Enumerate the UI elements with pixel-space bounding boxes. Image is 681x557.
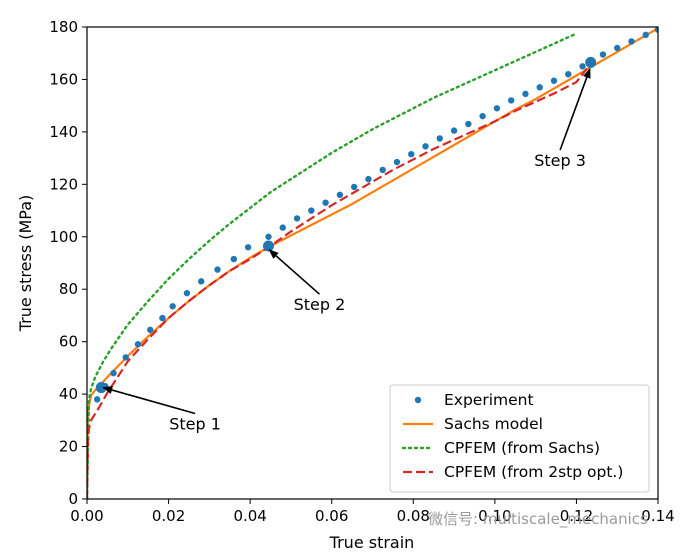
experiment-point	[379, 166, 386, 174]
y-tick-label: 180	[49, 18, 78, 36]
y-axis-label: True stress (MPa)	[16, 195, 35, 333]
experiment-point	[522, 90, 529, 98]
plot-frame	[86, 26, 659, 500]
y-axis-ticks: 0 20 40 60 80 100 120 140 160 180	[49, 18, 87, 508]
experiment-point	[350, 183, 358, 191]
experiment-point	[134, 341, 142, 348]
experiment-point	[214, 266, 221, 273]
y-tick-label: 140	[49, 123, 78, 141]
experiment-point	[169, 303, 176, 310]
annotation-arrow	[268, 249, 321, 295]
experiment-point	[322, 199, 329, 206]
experiment-point	[293, 215, 301, 222]
experiment-point	[536, 84, 543, 91]
series-layer	[87, 27, 658, 499]
experiment-point	[465, 120, 472, 128]
x-tick-label: 0.00	[70, 507, 103, 525]
y-tick-label: 0	[68, 490, 78, 508]
y-tick-label: 40	[59, 385, 78, 403]
annotation-label: Step 1	[169, 415, 221, 434]
x-axis-ticks: 0.00 0.02 0.04 0.06 0.08 0.10 0.12 0.14	[70, 499, 675, 525]
experiment-point	[642, 31, 649, 39]
experiment-point	[579, 63, 586, 70]
x-tick-label: 0.06	[315, 507, 348, 525]
experiment-point	[450, 127, 458, 134]
x-tick-label: 0.10	[478, 507, 511, 525]
experiment-point	[393, 158, 401, 166]
y-tick-label: 120	[49, 175, 78, 193]
experiment-point	[198, 278, 205, 285]
experiment-point	[550, 77, 558, 84]
experiment-point	[183, 289, 191, 297]
annotation-arrow	[102, 386, 196, 415]
experiment-point	[122, 354, 129, 361]
sachs-model-line	[87, 27, 658, 499]
annotation-label: Step 3	[534, 151, 586, 170]
experiment-point	[614, 44, 621, 52]
legend-label: CPFEM (from Sachs)	[444, 439, 600, 457]
step-point	[585, 56, 597, 68]
experiment-point	[265, 233, 272, 240]
x-tick-label: 0.14	[641, 507, 674, 525]
annotation-label: Step 2	[294, 295, 346, 314]
y-tick-label: 80	[59, 280, 78, 298]
x-tick-label: 0.02	[152, 507, 185, 525]
legend: Experiment Sachs model CPFEM (from Sachs) C…	[389, 384, 650, 493]
y-tick-label: 100	[49, 228, 78, 246]
experiment-point	[230, 255, 238, 263]
experiment-point	[507, 97, 515, 104]
experiment-point	[599, 51, 607, 58]
y-tick-label: 160	[49, 70, 78, 88]
experiment-point	[493, 105, 501, 112]
experiment-point	[308, 207, 315, 214]
y-tick-label: 20	[59, 438, 78, 456]
legend-entries: Experiment Sachs model CPFEM (from Sachs) C…	[401, 391, 623, 481]
annotation-layer: Step 1 Step 2 Step 3	[102, 68, 591, 434]
experiment-point	[628, 38, 635, 45]
x-tick-label: 0.12	[560, 507, 593, 525]
cpfem-from-2stp-opt-line	[87, 65, 590, 499]
highlight-layer	[95, 56, 597, 394]
y-tick-label: 60	[59, 333, 78, 351]
x-tick-label: 0.04	[233, 507, 266, 525]
legend-label: CPFEM (from 2stp opt.)	[444, 463, 623, 481]
legend-label: Sachs model	[444, 415, 543, 433]
experiment-point	[408, 150, 415, 158]
experiment-point	[436, 135, 443, 142]
experiment-point	[244, 244, 252, 251]
cpfem-from-sachs-line	[87, 32, 578, 499]
experiment-point	[93, 396, 101, 403]
x-tick-label: 0.08	[397, 507, 430, 525]
experiment-point	[479, 112, 486, 120]
experiment-point	[147, 326, 154, 334]
legend-box	[389, 384, 650, 493]
experiment-point	[422, 143, 429, 150]
experiment-point	[336, 191, 344, 199]
annotation-arrow	[559, 68, 591, 151]
experiment-point	[159, 314, 166, 322]
step-point	[262, 240, 274, 252]
experiment-point	[279, 224, 286, 231]
experiment-point	[365, 175, 372, 183]
experiment-point	[110, 369, 117, 377]
experiment-point	[565, 71, 572, 78]
experiment-point	[654, 27, 658, 33]
watermark-text: 微信号: multiscale_mechanics	[428, 510, 648, 529]
legend-marker	[414, 396, 422, 404]
x-axis-label: True strain	[329, 533, 415, 552]
legend-label: Experiment	[444, 391, 534, 409]
